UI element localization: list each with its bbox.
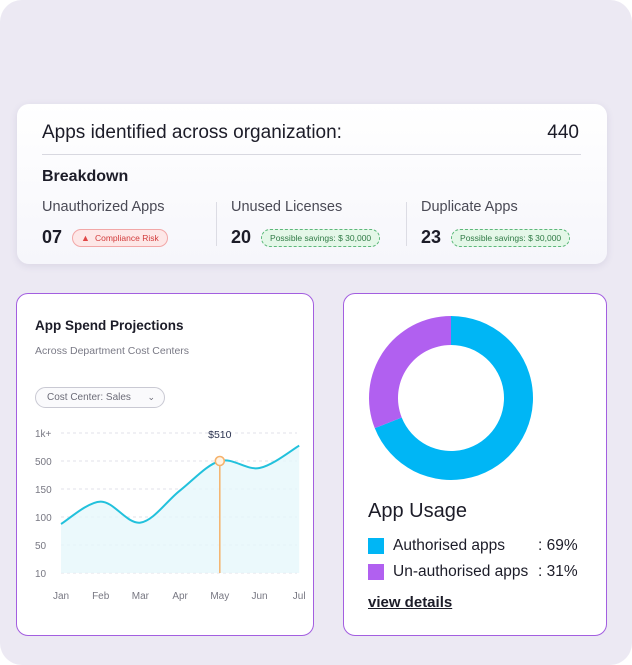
apps-total: 440 (547, 122, 579, 143)
metric-unused-licenses: Unused Licenses 20 Possible savings: $ 3… (231, 199, 411, 248)
x-tick-label: Jan (53, 591, 69, 602)
chevron-down-icon: ⌄ (147, 392, 155, 402)
highlight-value-label: $510 (208, 429, 232, 441)
metric-label: Duplicate Apps (421, 199, 518, 215)
series-line (60, 444, 300, 525)
legend-swatch (368, 564, 384, 580)
view-details-link[interactable]: view details (368, 594, 453, 611)
y-tick-label: 50 (35, 541, 47, 552)
app-usage-card: App Usage Authorised apps : 69% Un-autho… (343, 293, 607, 636)
card-title: App Usage (368, 500, 467, 522)
metric-value: 20 (231, 227, 252, 247)
compliance-risk-badge: ▲ Compliance Risk (72, 228, 168, 247)
metric-value: 23 (421, 227, 442, 247)
x-tick-label: Jun (251, 591, 267, 602)
donut-slice-unauthorised[interactable] (369, 316, 451, 429)
divider (42, 154, 581, 155)
y-tick-label: 1k+ (35, 429, 52, 440)
savings-badge: Possible savings: $ 30,000 (451, 228, 571, 247)
breakdown-heading: Breakdown (42, 168, 129, 185)
y-tick-label: 100 (35, 513, 52, 524)
card-subtitle: Across Department Cost Centers (35, 345, 190, 357)
legend-swatch (368, 538, 384, 554)
x-tick-label: Jul (293, 591, 306, 602)
card-title: App Spend Projections (35, 318, 184, 333)
app-spend-projections-card: App Spend Projections Across Department … (16, 293, 314, 636)
x-tick-label: Apr (172, 591, 188, 602)
legend-label: Authorised apps (393, 537, 506, 554)
legend-label: Un-authorised apps (393, 563, 529, 580)
highlight-point[interactable] (214, 455, 226, 467)
series-area-fill (61, 445, 300, 573)
x-tick-label: May (210, 591, 229, 602)
legend-authorised-apps: Authorised apps : 69% (368, 537, 578, 555)
metric-value: 07 (42, 227, 63, 247)
y-tick-label: 500 (35, 457, 52, 468)
y-tick-label: 10 (35, 569, 47, 580)
legend-value: : 31% (538, 563, 578, 580)
cost-center-dropdown[interactable]: Cost Center: Sales ⌄ (35, 387, 165, 408)
legend-unauthorised-apps: Un-authorised apps : 31% (368, 563, 578, 581)
x-tick-label: Mar (132, 591, 150, 602)
warning-icon: ▲ (81, 232, 90, 243)
apps-summary-card: Apps identified across organization: 440… (17, 104, 607, 264)
donut-slice-authorised[interactable] (374, 316, 533, 480)
usage-donut-chart (369, 316, 533, 480)
metric-label: Unauthorized Apps (42, 199, 165, 215)
x-tick-label: Feb (92, 591, 110, 602)
metric-duplicate-apps: Duplicate Apps 23 Possible savings: $ 30… (421, 199, 601, 248)
y-tick-label: 150 (35, 485, 52, 496)
metric-unauthorized-apps: Unauthorized Apps 07 ▲ Compliance Risk (42, 199, 222, 248)
dropdown-value: Cost Center: Sales (47, 392, 131, 403)
spend-line-chart: 1k+ 500 150 100 50 10 Jan Feb Mar Apr May Jun Jul $51… (35, 429, 306, 602)
summary-title: Apps identified across organization: (42, 122, 342, 143)
metric-separator (406, 202, 407, 246)
metric-label: Unused Licenses (231, 199, 343, 215)
metric-separator (216, 202, 217, 246)
legend-value: : 69% (538, 537, 578, 554)
savings-badge: Possible savings: $ 30,000 (261, 228, 381, 247)
